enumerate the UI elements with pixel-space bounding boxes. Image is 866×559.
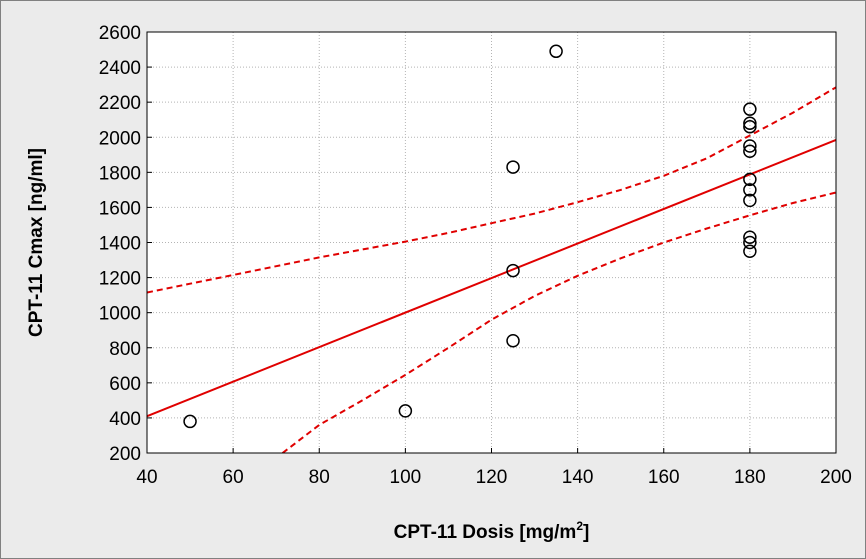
x-tick-label: 140 — [562, 467, 594, 488]
y-tick-label: 1400 — [99, 234, 141, 255]
regression-line — [147, 138, 836, 418]
data-point — [549, 44, 563, 59]
y-tick-label: 200 — [109, 444, 141, 465]
data-point — [743, 119, 757, 134]
y-tick-label: 600 — [109, 374, 141, 395]
y-tick-label: 1000 — [99, 304, 141, 325]
data-point — [743, 183, 757, 197]
confidence-band-lower — [281, 191, 836, 453]
y-tick-labels: 200 400 600 800 1000 1200 1400 1600 1800 2000 2200… — [99, 23, 152, 465]
data-point — [743, 193, 757, 208]
x-tick-labels: 40 60 80 100 120 140 160 180 200 — [136, 448, 852, 488]
data-point — [506, 263, 520, 278]
data-point — [506, 160, 520, 174]
x-axis-title: CPT-11 Dosis [mg/m2] — [394, 519, 590, 543]
data-point — [743, 235, 757, 250]
y-tick-label: 2600 — [99, 23, 141, 44]
y-tick-label: 800 — [109, 339, 141, 360]
x-tick-label: 160 — [648, 467, 680, 488]
y-tick-label: 1600 — [99, 198, 141, 219]
data-point — [398, 404, 413, 418]
confidence-band-upper — [147, 86, 836, 294]
x-tick-label: 80 — [309, 467, 330, 488]
data-points — [183, 44, 757, 429]
x-tick-label: 40 — [136, 467, 157, 488]
y-axis-title: CPT-11 Cmax [ng/ml] — [26, 148, 47, 337]
y-tick-label: 400 — [109, 409, 141, 430]
data-point — [743, 230, 757, 244]
x-tick-label: 60 — [223, 467, 244, 488]
y-tick-label: 2200 — [99, 93, 141, 114]
y-tick-label: 2000 — [99, 128, 141, 149]
data-point — [743, 172, 757, 187]
data-point — [743, 144, 757, 159]
data-point — [183, 414, 197, 429]
regression-curves — [147, 86, 836, 453]
y-tick-label: 1200 — [99, 269, 141, 290]
data-point — [743, 139, 757, 153]
y-tick-label: 1800 — [99, 163, 141, 184]
x-tick-label: 180 — [734, 467, 766, 488]
data-point — [743, 116, 757, 130]
y-tick-label: 2400 — [99, 58, 141, 79]
x-tick-label: 120 — [476, 467, 508, 488]
x-tick-label: 100 — [390, 467, 422, 488]
data-point — [506, 333, 520, 348]
x-tick-label: 200 — [820, 467, 852, 488]
data-point — [743, 244, 757, 259]
data-point — [743, 102, 757, 116]
